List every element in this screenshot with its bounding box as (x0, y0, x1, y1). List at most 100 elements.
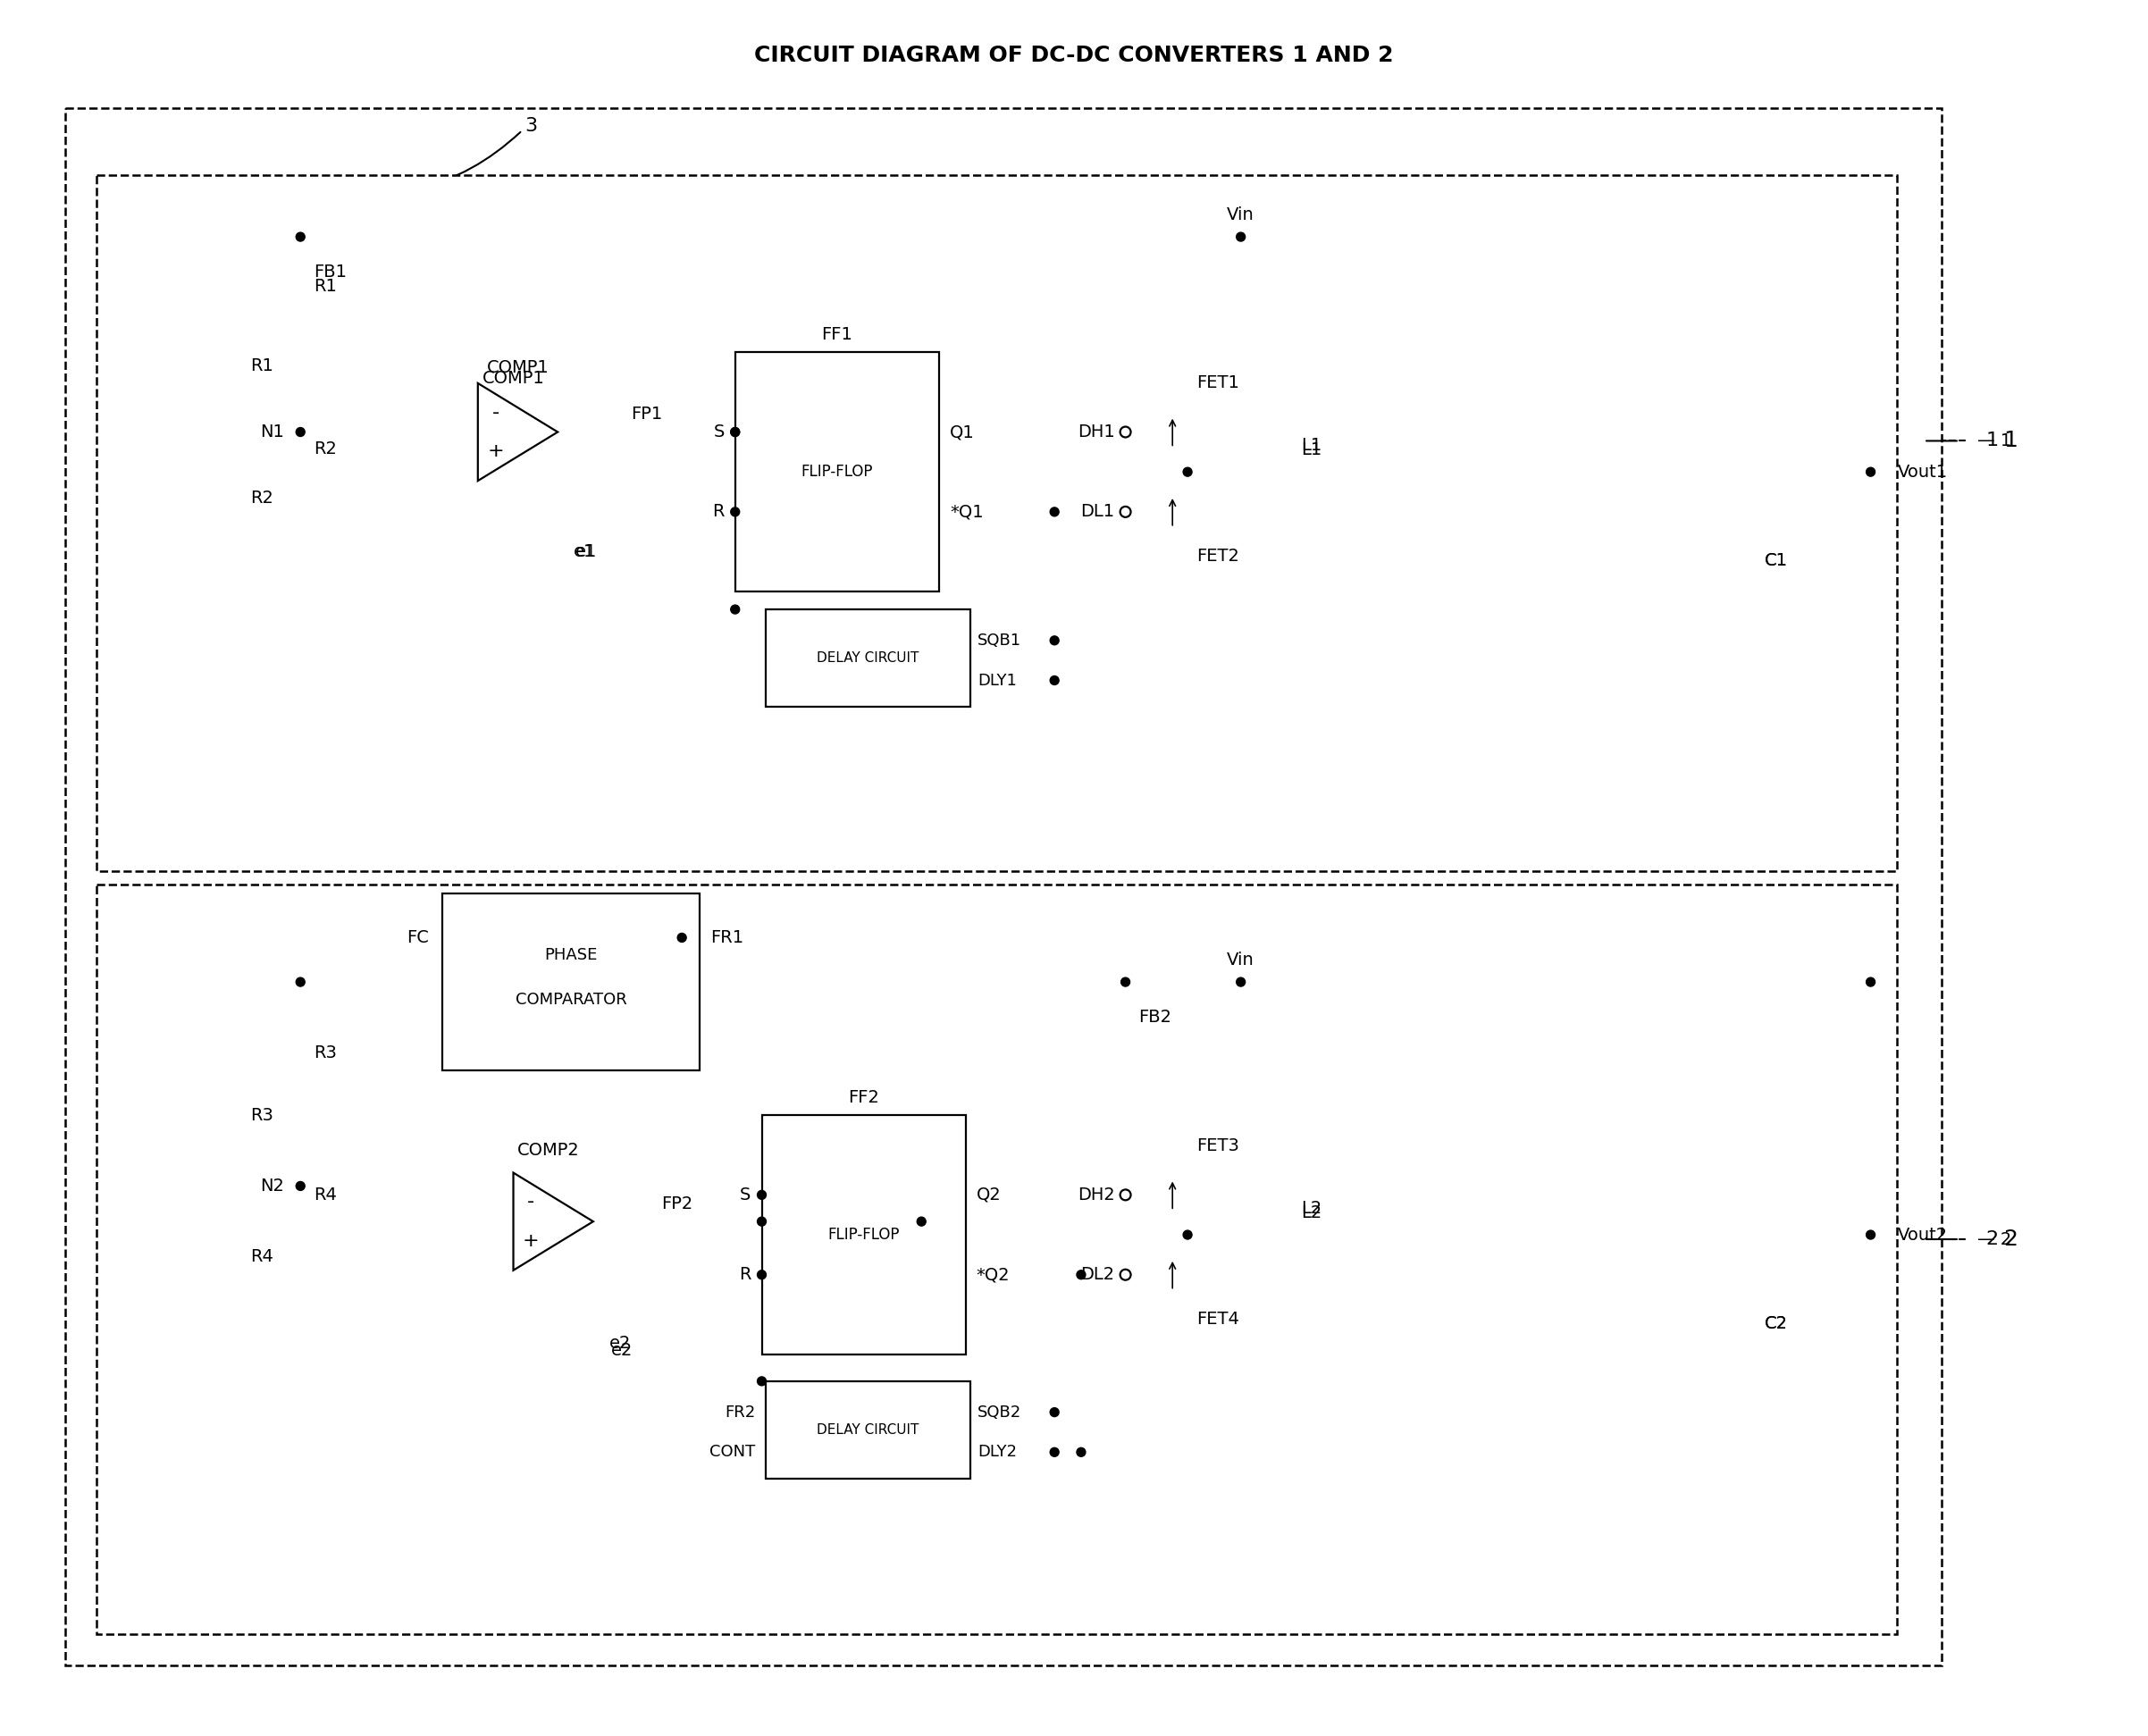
Text: C1: C1 (1764, 552, 1787, 569)
Text: DL1: DL1 (1080, 503, 1115, 521)
Circle shape (1119, 427, 1130, 437)
Text: FB1: FB1 (314, 264, 346, 281)
Text: C1: C1 (1764, 552, 1787, 569)
Circle shape (1050, 507, 1059, 516)
Text: SQB1: SQB1 (977, 632, 1020, 649)
Circle shape (296, 977, 305, 986)
Circle shape (730, 604, 739, 615)
Text: +: + (488, 443, 505, 460)
Text: e1: e1 (574, 543, 595, 561)
Text: COMP2: COMP2 (518, 1142, 580, 1160)
Text: N2: N2 (260, 1177, 284, 1194)
Circle shape (1867, 1231, 1875, 1240)
Text: FF1: FF1 (821, 326, 853, 344)
Circle shape (677, 934, 687, 943)
Text: FP1: FP1 (632, 406, 662, 424)
Text: 2: 2 (1987, 1231, 1998, 1248)
Text: DELAY CIRCUIT: DELAY CIRCUIT (816, 651, 919, 665)
Text: FR1: FR1 (711, 929, 743, 946)
Bar (97, 884, 1897, 1634)
Text: DL2: DL2 (1080, 1266, 1115, 1283)
Text: PHASE: PHASE (543, 948, 597, 963)
Bar (442, 894, 700, 1071)
Circle shape (1184, 1231, 1192, 1240)
Text: L1: L1 (1302, 437, 1323, 453)
Circle shape (917, 1217, 926, 1226)
Circle shape (1184, 467, 1192, 476)
Text: L1: L1 (1302, 441, 1323, 458)
Circle shape (730, 507, 739, 516)
Circle shape (730, 427, 739, 436)
Text: FET3: FET3 (1196, 1137, 1239, 1154)
Circle shape (1076, 1448, 1085, 1457)
Circle shape (1867, 467, 1875, 476)
Text: SQB2: SQB2 (977, 1404, 1020, 1420)
Circle shape (1119, 507, 1130, 517)
Text: -: - (492, 403, 498, 422)
Circle shape (1121, 977, 1130, 986)
Circle shape (1119, 1269, 1130, 1279)
Circle shape (758, 1377, 767, 1385)
Text: R3: R3 (314, 1045, 337, 1061)
Text: C2: C2 (1764, 1316, 1787, 1332)
Circle shape (296, 1182, 305, 1191)
Text: DLY2: DLY2 (977, 1444, 1016, 1460)
Text: DELAY CIRCUIT: DELAY CIRCUIT (816, 1424, 919, 1437)
Text: S: S (713, 424, 724, 441)
Text: R: R (713, 503, 724, 521)
Circle shape (1237, 233, 1246, 241)
Bar (735, 352, 939, 592)
Text: Vout2: Vout2 (1897, 1226, 1948, 1243)
Text: DLY1: DLY1 (977, 672, 1016, 689)
Text: Q2: Q2 (977, 1186, 1001, 1203)
Text: Vout1: Vout1 (1897, 464, 1948, 481)
Text: e2: e2 (610, 1335, 632, 1352)
Text: COMP1: COMP1 (488, 359, 550, 375)
Text: FLIP-FLOP: FLIP-FLOP (801, 464, 872, 479)
Circle shape (1050, 1408, 1059, 1417)
Circle shape (730, 427, 739, 436)
Text: FET2: FET2 (1196, 547, 1239, 564)
Text: R3: R3 (251, 1106, 273, 1123)
Text: — 1: — 1 (1976, 432, 2011, 450)
Text: L2: L2 (1302, 1200, 1323, 1217)
Text: 1: 1 (2004, 431, 2017, 451)
Bar (767, 1382, 971, 1479)
Text: Vin: Vin (1227, 207, 1254, 224)
Text: 1: 1 (1987, 432, 1998, 450)
Circle shape (758, 1271, 767, 1279)
Text: -: - (528, 1193, 535, 1212)
Circle shape (1050, 1448, 1059, 1457)
Text: Q1: Q1 (949, 424, 975, 441)
Bar (97, 175, 1897, 871)
Text: DH1: DH1 (1078, 424, 1115, 441)
Text: N1: N1 (260, 424, 284, 441)
Text: CONT: CONT (709, 1444, 756, 1460)
Text: R2: R2 (251, 490, 273, 507)
Circle shape (1237, 977, 1246, 986)
Text: FF2: FF2 (848, 1088, 879, 1106)
Text: *Q1: *Q1 (949, 503, 984, 521)
Circle shape (1119, 1189, 1130, 1200)
Text: FLIP-FLOP: FLIP-FLOP (827, 1227, 900, 1243)
Text: C2: C2 (1764, 1316, 1787, 1332)
Text: 3: 3 (524, 116, 537, 135)
Text: FP2: FP2 (662, 1196, 694, 1212)
Text: R2: R2 (314, 441, 337, 458)
Bar (767, 609, 971, 707)
Text: FET1: FET1 (1196, 375, 1239, 392)
Text: — 2: — 2 (1976, 1231, 2011, 1248)
Text: *Q2: *Q2 (977, 1266, 1010, 1283)
Text: R4: R4 (251, 1248, 273, 1266)
Text: R1: R1 (314, 278, 337, 295)
Bar (64, 108, 1942, 1665)
Text: e2: e2 (610, 1342, 634, 1359)
Text: R4: R4 (314, 1186, 337, 1203)
Text: COMP1: COMP1 (481, 370, 543, 387)
Text: FC: FC (406, 929, 430, 946)
Text: +: + (522, 1233, 539, 1250)
Circle shape (758, 1191, 767, 1200)
Bar (763, 1115, 967, 1354)
Circle shape (1867, 977, 1875, 986)
Text: L2: L2 (1302, 1205, 1323, 1220)
